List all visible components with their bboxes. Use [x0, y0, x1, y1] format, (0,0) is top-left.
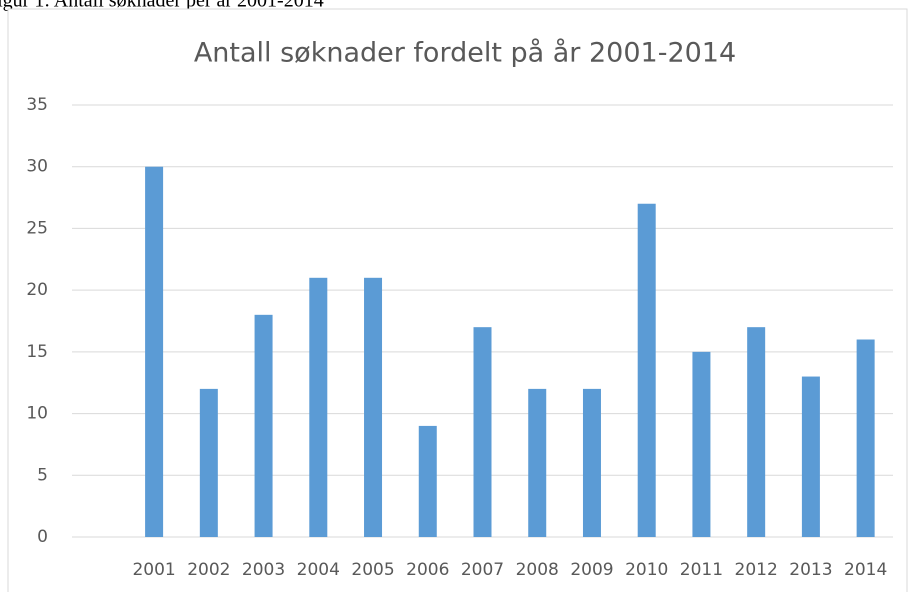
x-tick-label: 2014 [844, 560, 887, 580]
bar [418, 425, 437, 537]
x-tick-label: 2004 [297, 560, 340, 580]
bar [364, 277, 383, 537]
x-tick-label: 2010 [625, 560, 668, 580]
x-tick-label: 2008 [516, 560, 559, 580]
x-tick-label: 2009 [570, 560, 613, 580]
y-tick-label: 35 [26, 95, 48, 115]
y-tick-label: 30 [26, 157, 48, 177]
figure-caption: Figur 1: Antall søknader per år 2001-201… [0, 0, 324, 12]
bar [145, 166, 164, 537]
bar [254, 314, 273, 537]
bar [637, 203, 656, 537]
bar [199, 388, 218, 537]
y-tick-label: 20 [26, 280, 48, 300]
x-tick-label: 2011 [680, 560, 723, 580]
bar [747, 327, 766, 537]
y-tick-label: 25 [26, 218, 48, 238]
bar [473, 327, 492, 537]
y-tick-label: 5 [37, 465, 48, 485]
bar [309, 277, 328, 537]
chart-border [7, 8, 908, 592]
y-tick-label: 0 [37, 527, 48, 547]
x-tick-label: 2006 [406, 560, 449, 580]
chart-title: Antall søknader fordelt på år 2001-2014 [194, 38, 736, 69]
bar [692, 351, 711, 537]
y-tick-label: 10 [26, 404, 48, 424]
bar [528, 388, 547, 537]
y-tick-label: 15 [26, 342, 48, 362]
x-tick-label: 2002 [187, 560, 230, 580]
x-tick-label: 2012 [735, 560, 778, 580]
bar [582, 388, 601, 537]
x-tick-label: 2007 [461, 560, 504, 580]
x-tick-label: 2013 [789, 560, 832, 580]
bar [856, 339, 875, 537]
x-tick-label: 2005 [351, 560, 394, 580]
x-tick-label: 2001 [132, 560, 175, 580]
x-tick-label: 2003 [242, 560, 285, 580]
bar [801, 376, 820, 537]
